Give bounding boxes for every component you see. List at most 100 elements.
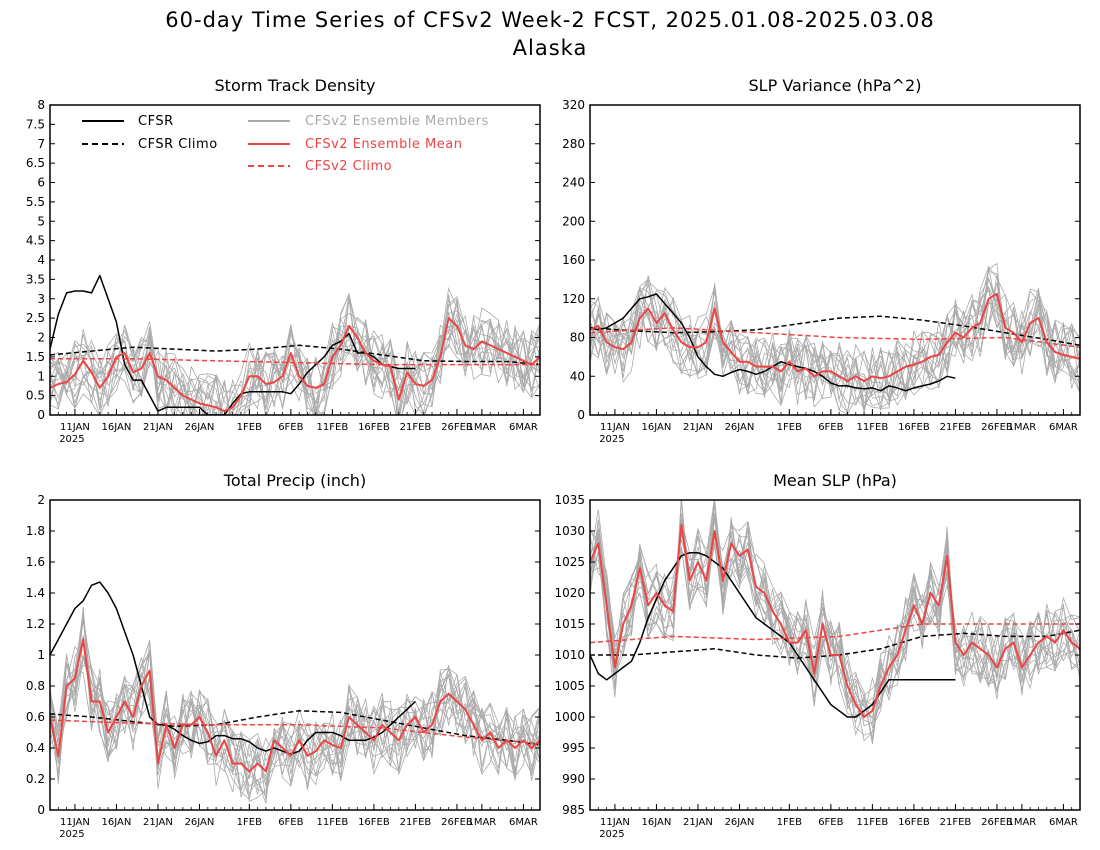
y-tick-label: 0.8: [26, 679, 45, 693]
x-tick-label: 21FEB: [940, 817, 972, 828]
y-tick-label: 240: [562, 176, 585, 190]
x-year-label: 2025: [59, 829, 84, 840]
ensemble-member-line: [590, 286, 1080, 412]
x-tick-label: 26JAN: [185, 817, 215, 828]
ensemble-member-line: [50, 319, 540, 415]
x-tick-label: 26JAN: [725, 422, 755, 433]
plot-area: [50, 581, 540, 804]
y-tick-label: 4.5: [26, 234, 45, 248]
y-tick-label: 80: [570, 331, 585, 345]
cfsv2-climo-line: [590, 623, 1080, 644]
ensemble-member-line: [590, 500, 1080, 716]
x-tick-label: 16FEB: [898, 817, 930, 828]
y-tick-label: 1.8: [26, 524, 45, 538]
y-tick-label: 1025: [554, 555, 585, 569]
x-tick-label: 6FEB: [278, 422, 303, 433]
ensemble-mean-line: [50, 638, 540, 773]
x-tick-label: 21FEB: [400, 422, 432, 433]
y-tick-label: 0.2: [26, 772, 45, 786]
y-tick-label: 1.4: [26, 586, 45, 600]
plot-frame: [49, 499, 541, 811]
y-tick-label: 1030: [554, 524, 585, 538]
ensemble-member-line: [590, 505, 1080, 736]
chart-panel-2: SLP Variance (hPa^2) 0 40 80 120 160 200 240 280…: [562, 76, 1081, 445]
y-tick-label: 995: [562, 741, 585, 755]
y-tick-label: 8: [37, 98, 45, 112]
title-line-1: 60-day Time Series of CFSv2 Week-2 FCST,…: [165, 8, 935, 32]
plot-area: [590, 500, 1080, 745]
ensemble-member-line: [50, 640, 540, 788]
legend-ensemble-mean-label: CFSv2 Ensemble Mean: [305, 137, 462, 152]
cfsr-line: [50, 274, 416, 415]
plot-area: [50, 274, 540, 415]
ensemble-member-line: [50, 637, 540, 801]
x-tick-label: 21JAN: [143, 817, 173, 828]
ensemble-member-line: [50, 654, 540, 801]
x-tick-label: 16JAN: [102, 422, 132, 433]
x-tick-label: 1MAR: [467, 422, 496, 433]
x-tick-label: 6MAR: [1049, 817, 1078, 828]
legend-cfsr-label: CFSR: [138, 114, 174, 129]
x-tick-label: 6FEB: [818, 422, 843, 433]
cfsr-climo-line: [50, 710, 540, 746]
x-tick-label: 6FEB: [818, 817, 843, 828]
y-tick-label: 7.5: [26, 117, 45, 131]
chart-panel-4: Mean SLP (hPa) 985 990 995 1000 1005 1010 1015 1…: [554, 471, 1081, 840]
y-tick-label: 3: [37, 292, 45, 306]
y-tick-label: 0.6: [26, 710, 45, 724]
y-tick-label: 0: [577, 408, 585, 422]
x-tick-label: 1MAR: [1007, 817, 1036, 828]
chart-title: Total Precip (inch): [223, 471, 366, 490]
ensemble-member-line: [50, 307, 540, 415]
ensemble-member-line: [590, 519, 1080, 706]
x-tick-label: 11JAN: [60, 422, 90, 433]
plot-area: [590, 262, 1080, 415]
x-tick-label: 21JAN: [683, 817, 713, 828]
x-tick-label: 26FEB: [981, 817, 1013, 828]
y-tick-label: 1000: [554, 710, 585, 724]
ensemble-mean-line: [590, 292, 1080, 383]
x-tick-label: 21JAN: [683, 422, 713, 433]
y-tick-label: 1005: [554, 679, 585, 693]
x-tick-label: 26FEB: [441, 817, 473, 828]
x-tick-label: 1FEB: [777, 422, 802, 433]
ensemble-member-line: [50, 606, 540, 787]
chart-panel-1: Storm Track Density 0 0.5 1 1.5 2 2.5 3 3.5 4 4.5 5…: [26, 76, 541, 445]
cfsv2-climo-line: [590, 327, 1080, 348]
cfsv2-climo-line: [50, 719, 540, 745]
ensemble-member-line: [590, 513, 1080, 709]
y-tick-label: 2: [37, 331, 45, 345]
x-tick-label: 11JAN: [600, 817, 630, 828]
y-tick-label: 0: [37, 803, 45, 817]
x-tick-label: 26FEB: [441, 422, 473, 433]
x-tick-label: 26JAN: [725, 817, 755, 828]
x-tick-label: 21FEB: [940, 422, 972, 433]
ensemble-mean-line: [50, 317, 540, 413]
x-tick-label: 11FEB: [317, 817, 349, 828]
x-tick-label: 16JAN: [642, 817, 672, 828]
ensemble-member-line: [590, 277, 1080, 414]
y-tick-label: 0.5: [26, 389, 45, 403]
y-tick-label: 7: [37, 137, 45, 151]
chart-title: Mean SLP (hPa): [773, 471, 897, 490]
title-line-2: Alaska: [512, 36, 588, 60]
x-tick-label: 1FEB: [237, 817, 262, 828]
ensemble-member-line: [590, 266, 1080, 399]
ensemble-member-line: [590, 525, 1080, 720]
cfsr-climo-line: [50, 344, 540, 366]
y-tick-label: 120: [562, 292, 585, 306]
y-tick-label: 5.5: [26, 195, 45, 209]
figure-title: 60-day Time Series of CFSv2 Week-2 FCST,…: [0, 6, 1100, 62]
y-tick-label: 1010: [554, 648, 585, 662]
y-tick-label: 1: [37, 369, 45, 383]
x-tick-label: 16FEB: [358, 817, 390, 828]
y-tick-label: 6: [37, 176, 45, 190]
x-tick-label: 16JAN: [102, 817, 132, 828]
x-tick-label: 26FEB: [981, 422, 1013, 433]
ensemble-member-line: [590, 520, 1080, 739]
y-tick-label: 990: [562, 772, 585, 786]
y-tick-label: 1015: [554, 617, 585, 631]
cfsv2-climo-line: [50, 358, 540, 366]
x-tick-label: 21FEB: [400, 817, 432, 828]
